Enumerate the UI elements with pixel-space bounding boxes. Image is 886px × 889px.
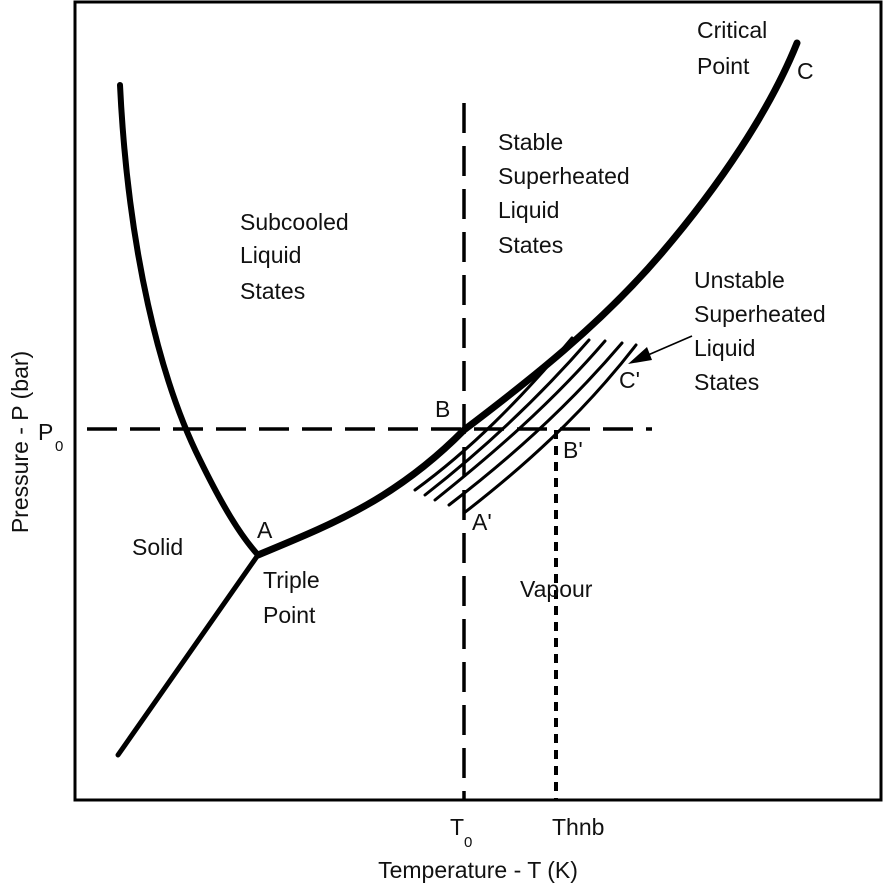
p0-label: P [38, 419, 53, 445]
t0-label: T [450, 814, 464, 840]
hatch-line [462, 343, 638, 515]
triple-line: Triple [263, 567, 320, 593]
point-b-prime-label: B' [563, 437, 583, 463]
point-c-prime-label: C' [619, 367, 640, 393]
metastable-hatch [413, 336, 638, 515]
sublimation-curve [115, 552, 261, 758]
y-axis-title: Pressure - P (bar) [7, 351, 33, 533]
thnb-label: Thnb [552, 814, 604, 840]
point-c-label: C [797, 58, 814, 84]
vaporization-curve [254, 39, 801, 559]
critical-line: Point [697, 53, 750, 79]
unstable-line: Superheated [694, 301, 826, 327]
subcooled-line: Liquid [240, 242, 301, 268]
hatch-line [413, 336, 574, 492]
x-axis-title: Temperature - T (K) [378, 857, 578, 883]
point-a-label: A [257, 517, 273, 543]
critical-line: Critical [697, 17, 767, 43]
vapour-label: Vapour [520, 576, 593, 602]
t0-subscript: 0 [464, 834, 472, 851]
subcooled-line: Subcooled [240, 209, 349, 235]
stable-line: Superheated [498, 163, 630, 189]
hatch-line [423, 338, 591, 497]
unstable-label: Unstable Superheated Liquid States [694, 267, 832, 395]
stable-line: Liquid [498, 197, 559, 223]
triple-line: Point [263, 602, 316, 628]
subcooled-label: Subcooled Liquid States [240, 209, 355, 304]
unstable-line: States [694, 369, 759, 395]
point-b-label: B [435, 396, 450, 422]
unstable-line: Unstable [694, 267, 785, 293]
hatch-line [447, 341, 624, 507]
unstable-arrowhead [628, 347, 652, 364]
unstable-line: Liquid [694, 335, 755, 361]
p0-subscript: 0 [55, 438, 63, 455]
stable-line: States [498, 232, 563, 258]
stable-line: Stable [498, 129, 563, 155]
hatch-line [433, 339, 607, 502]
solid-label: Solid [132, 534, 183, 560]
stable-label: Stable Superheated Liquid States [498, 129, 636, 258]
plot-frame [73, 0, 883, 802]
subcooled-line: States [240, 278, 305, 304]
point-a-prime-label: A' [472, 509, 492, 535]
triple-point-label: Triple Point [263, 567, 326, 628]
unstable-arrow-line [647, 335, 693, 356]
critical-point-label: Critical Point [697, 17, 774, 79]
fusion-curve [117, 82, 261, 558]
